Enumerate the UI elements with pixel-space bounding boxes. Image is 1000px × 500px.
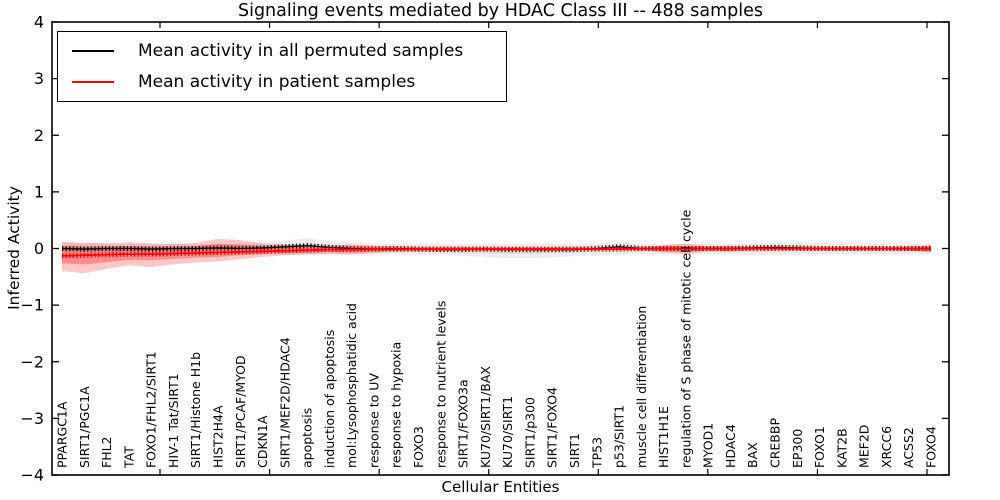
x-category-label: TP53 xyxy=(589,437,604,469)
x-category-label: regulation of S phase of mitotic cell cy… xyxy=(678,209,693,468)
x-category-label: ACSS2 xyxy=(901,427,916,468)
x-category-label: HIST2H4A xyxy=(210,405,225,468)
x-category-label: PPARGC1A xyxy=(55,401,70,468)
x-category-label: response to UV xyxy=(366,373,381,468)
x-category-label: SIRT1/FOXO4 xyxy=(545,387,560,468)
x-category-label: response to nutrient levels xyxy=(433,301,448,468)
x-category-label: BAX xyxy=(745,442,760,468)
x-category-label: SIRT1 xyxy=(567,433,582,468)
x-category-label: induction of apoptosis xyxy=(322,330,337,468)
x-category-label: HIST1H1E xyxy=(656,406,671,468)
y-axis-label: Inferred Activity xyxy=(5,186,23,310)
x-category-label: SIRT1/p300 xyxy=(522,397,537,468)
x-category-label: HIV-1 Tat/SIRT1 xyxy=(166,373,181,468)
x-category-label: FHL2 xyxy=(99,436,114,468)
x-category-label: SIRT1/MEF2D/HDAC4 xyxy=(277,337,292,468)
legend-label-patient: Mean activity in patient samples xyxy=(138,72,416,92)
legend-line-sample-patient-icon xyxy=(72,81,114,83)
x-category-label: FOXO4 xyxy=(924,426,939,468)
x-category-label: mol:Lysophosphatidic acid xyxy=(344,303,359,468)
legend-entry-patient: Mean activity in patient samples xyxy=(72,70,492,94)
x-category-label: SIRT1/PCAF/MYOD xyxy=(233,355,248,468)
y-tick-label: −4 xyxy=(20,466,44,485)
permuted-band-outer xyxy=(62,238,931,259)
y-tick-label: −1 xyxy=(20,296,44,315)
x-category-label: FOXO1 xyxy=(812,426,827,468)
y-tick-label: 4 xyxy=(34,13,44,32)
x-category-label: SIRT1/FOXO3a xyxy=(456,379,471,468)
legend: Mean activity in all permuted samples Me… xyxy=(57,31,507,102)
x-category-label: KU70/SIRT1 xyxy=(500,396,515,468)
y-tick-label: −3 xyxy=(20,409,44,428)
x-axis-label: Cellular Entities xyxy=(441,478,560,496)
x-category-label: HDAC4 xyxy=(723,424,738,468)
x-category-label: CDKN1A xyxy=(255,415,270,468)
x-category-label: MYOD1 xyxy=(701,423,716,468)
x-category-label: KAT2B xyxy=(834,428,849,468)
y-tick-label: 1 xyxy=(34,182,44,201)
y-tick-label: 2 xyxy=(34,126,44,145)
y-tick-label: 3 xyxy=(34,69,44,88)
y-tick-label: 0 xyxy=(34,239,44,258)
x-category-label: KU70/SIRT1/BAX xyxy=(478,366,493,468)
x-category-label: muscle cell differentiation xyxy=(634,306,649,468)
x-category-label: MEF2D xyxy=(857,425,872,468)
legend-entry-permuted: Mean activity in all permuted samples xyxy=(72,39,492,63)
y-tick-label: −2 xyxy=(20,352,44,371)
legend-label-permuted: Mean activity in all permuted samples xyxy=(138,41,464,61)
x-category-label: p53/SIRT1 xyxy=(612,405,627,468)
x-category-label: response to hypoxia xyxy=(389,342,404,468)
x-category-label: CREBBP xyxy=(768,418,783,468)
x-category-label: TAT xyxy=(121,446,136,469)
x-category-label: FOXO1/FHL2/SIRT1 xyxy=(144,351,159,468)
legend-line-sample-permuted-icon xyxy=(72,50,114,52)
patient-markers xyxy=(61,246,931,259)
chart-title: Signaling events mediated by HDAC Class … xyxy=(237,1,764,21)
x-category-label: FOXO3 xyxy=(411,426,426,468)
x-category-label: SIRT1/PGC1A xyxy=(77,386,92,468)
x-category-label: SIRT1/Histone H1b xyxy=(188,352,203,468)
x-category-label: apoptosis xyxy=(300,408,315,468)
x-category-label: XRCC6 xyxy=(879,426,894,468)
x-category-label: EP300 xyxy=(790,429,805,468)
